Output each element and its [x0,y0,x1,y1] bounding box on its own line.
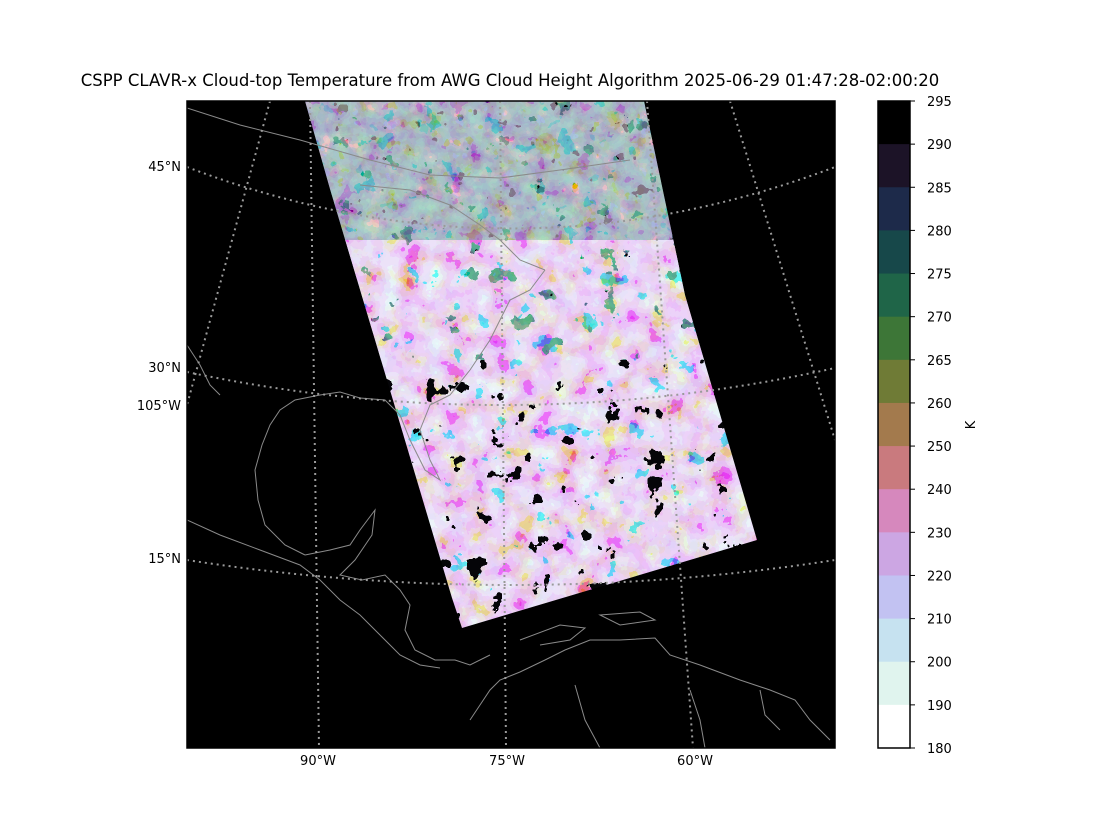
colorbar-bin-180-190 [878,704,910,749]
colorbar-tick-label: 285 [927,181,952,196]
colorbar-bin-220-230 [878,532,910,576]
lat-label-15n: 15°N [148,552,181,567]
colorbar-tick-label: 230 [927,526,952,541]
colorbar-tick-label: 200 [927,656,952,671]
colorbar-tick-label: 180 [927,742,952,757]
lat-label-45n: 45°N [148,160,181,175]
colorbar-bin-290-295 [878,101,910,145]
lon-label-75w: 75°W [489,754,525,769]
colorbar-bin-250-260 [878,402,910,447]
graticule [187,101,835,748]
colorbar-bin-230-240 [878,489,910,533]
colorbar-bin-280-285 [878,187,910,231]
lon-label-90w: 90°W [300,754,336,769]
lon-label-105w: 105°W [137,399,181,414]
colorbar-tick-label: 210 [927,613,952,628]
colorbar-tick-label: 270 [927,311,952,326]
lon-label-60w: 60°W [677,754,713,769]
colorbar-ticks: 295 290 285 280 275 270 265 260 250 240 230 220 210 2… [910,95,952,757]
colorbar-tick-label: 240 [927,483,952,498]
colorbar-bin-240-250 [878,446,910,490]
colorbar-tick-label: 295 [927,95,952,110]
map-title: CSPP CLAVR-x Cloud-top Temperature from … [81,71,940,90]
colorbar-tick-label: 275 [927,268,952,283]
colorbar-tick-label: 190 [927,699,952,714]
colorbar-tick-label: 280 [927,224,952,239]
lat-label-30n: 30°N [148,361,181,376]
colorbar-bin-285-290 [878,144,910,188]
colorbar-bin-270-275 [878,273,910,318]
colorbar-tick-label: 260 [927,397,952,412]
colorbar-frame [877,100,911,749]
map-panel [187,101,835,748]
colorbar-bin-210-220 [878,575,910,620]
colorbar-bin-200-210 [878,618,910,663]
colorbar-bin-190-200 [878,661,910,706]
colorbar-bin-265-270 [878,316,910,361]
colorbar-bin-275-280 [878,230,910,275]
map-frame [186,100,836,749]
colorbar-tick-label: 250 [927,440,952,455]
colorbar-tick-label: 290 [927,138,952,153]
colorbar-unit-label: K [964,420,979,429]
colorbar-tick-label: 265 [927,354,952,369]
colorbar [878,101,910,749]
coastlines [187,107,831,748]
colorbar-bin-260-265 [878,359,910,404]
colorbar-tick-label: 220 [927,569,952,584]
